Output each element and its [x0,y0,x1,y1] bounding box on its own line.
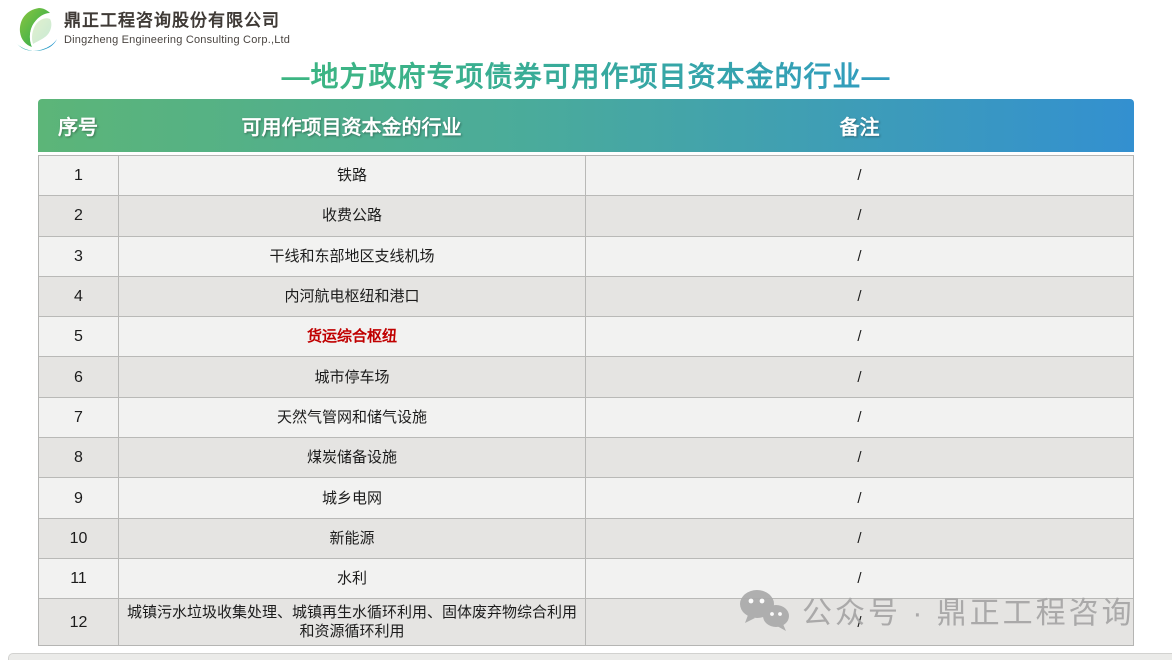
row-number: 1 [39,156,119,196]
bottom-strip [8,653,1172,660]
remark-value: / [857,489,862,507]
table-row: 5 货运综合枢纽 / [39,317,1133,358]
table-row: 12 城镇污水垃圾收集处理、城镇再生水循环利用、固体废弃物综合利用和资源循环利用 / [39,599,1133,646]
row-number: 4 [39,276,119,317]
industry-name: 新能源 [119,518,586,558]
industry-name: 内河航电枢纽和港口 [119,276,586,317]
row-number: 7 [39,397,119,438]
company-logo: 鼎正工程咨询股份有限公司 Dingzheng Engineering Consu… [12,4,290,56]
row-number: 12 [39,599,119,646]
table-row: 3 干线和东部地区支线机场 / [39,236,1133,277]
industry-name: 城镇污水垃圾收集处理、城镇再生水循环利用、固体废弃物综合利用和资源循环利用 [119,599,586,646]
industry-name: 城乡电网 [119,478,586,518]
industry-name: 铁路 [119,156,586,196]
industry-name: 水利 [119,558,586,599]
remark-value: / [857,288,862,306]
table-row: 2 收费公路 / [39,196,1133,237]
remark-value: / [857,613,862,631]
industry-name: 干线和东部地区支线机场 [119,236,586,276]
row-number: 6 [39,357,119,397]
row-number: 3 [39,236,119,276]
logo-d-icon [15,8,57,51]
header-industry: 可用作项目资本金的行业 [241,117,462,139]
company-name-en: Dingzheng Engineering Consulting Corp.,L… [64,34,291,46]
table-row: 7 天然气管网和储气设施 / [39,397,1133,439]
remark-value: / [857,328,862,346]
remark-value: / [857,247,862,265]
remark-value: / [857,368,862,386]
industries-table: 序号 可用作项目资本金的行业 备注 1 铁路/2 收费公路/3 干线和东部地区支线机场… [38,99,1134,647]
table-row: 9 城乡电网 / [39,478,1133,519]
industry-name: 城市停车场 [119,357,586,397]
table-body: 1 铁路/2 收费公路/3 干线和东部地区支线机场/4 内河航电枢纽和港口/5 货运综合枢… [38,155,1134,647]
table-row: 6 城市停车场 / [39,357,1133,398]
industry-name: 货运综合枢纽 [119,317,586,357]
table-row: 8 煤炭储备设施 / [39,438,1133,479]
header-remarks: 备注 [839,117,880,139]
row-number: 2 [39,196,119,236]
remark-value: / [857,167,862,185]
row-number: 11 [39,558,119,599]
table-row: 10 新能源 / [39,518,1133,559]
table-header-row: 序号 可用作项目资本金的行业 备注 [38,99,1134,152]
remark-value: / [857,529,862,547]
industry-name: 收费公路 [119,196,586,236]
remark-value: / [857,449,862,467]
page-title: —地方政府专项债券可用作项目资本金的行业— [0,55,1172,95]
company-name-cn: 鼎正工程咨询股份有限公司 [64,11,280,30]
row-number: 8 [39,438,119,478]
table-row: 1 铁路 / [39,156,1133,197]
table-row: 4 内河航电枢纽和港口 / [39,276,1133,318]
row-number: 10 [39,518,119,558]
row-number: 5 [39,317,119,357]
table-row: 11 水利 / [39,558,1133,600]
industry-name: 天然气管网和储气设施 [119,397,586,438]
remark-value: / [857,408,862,426]
remark-value: / [857,570,862,588]
industry-name: 煤炭储备设施 [119,438,586,478]
header-serial-number: 序号 [58,117,98,139]
remark-value: / [857,207,862,225]
row-number: 9 [39,478,119,518]
